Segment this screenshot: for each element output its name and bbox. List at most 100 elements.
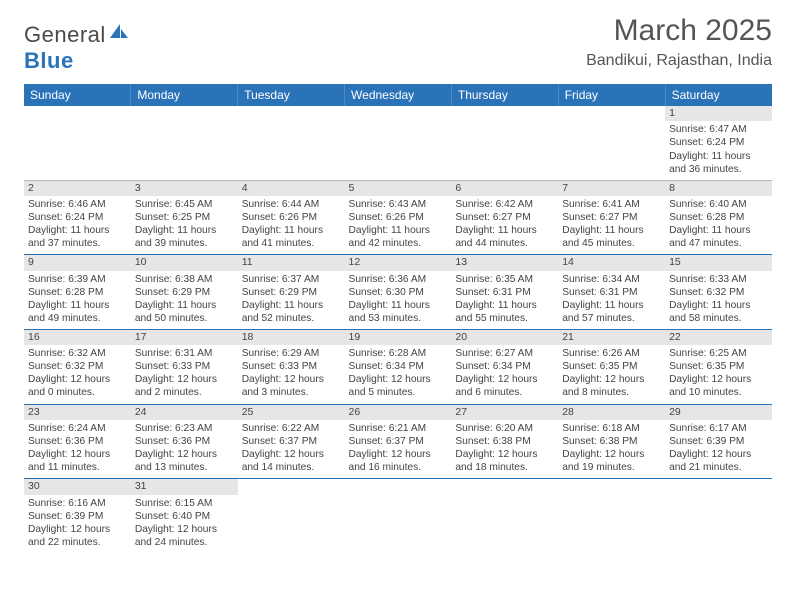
sunrise-line: Sunrise: 6:33 AM (669, 273, 768, 286)
calendar-table: SundayMondayTuesdayWednesdayThursdayFrid… (24, 84, 772, 553)
calendar-day: 20Sunrise: 6:27 AMSunset: 6:34 PMDayligh… (451, 329, 558, 404)
sunset-line: Sunset: 6:32 PM (669, 286, 768, 299)
day-number: 17 (131, 330, 238, 345)
calendar-day: 7Sunrise: 6:41 AMSunset: 6:27 PMDaylight… (558, 180, 665, 255)
calendar-day (345, 106, 452, 180)
calendar-day: 23Sunrise: 6:24 AMSunset: 6:36 PMDayligh… (24, 404, 131, 479)
daylight-line: Daylight: 12 hours and 13 minutes. (135, 448, 234, 474)
sunset-line: Sunset: 6:30 PM (349, 286, 448, 299)
daylight-line: Daylight: 11 hours and 36 minutes. (669, 150, 768, 176)
sunrise-line: Sunrise: 6:45 AM (135, 198, 234, 211)
sunrise-line: Sunrise: 6:17 AM (669, 422, 768, 435)
sunrise-line: Sunrise: 6:15 AM (135, 497, 234, 510)
day-number: 10 (131, 255, 238, 270)
weekday-header-row: SundayMondayTuesdayWednesdayThursdayFrid… (24, 84, 772, 106)
sunset-line: Sunset: 6:40 PM (135, 510, 234, 523)
calendar-day (451, 106, 558, 180)
weekday-header: Tuesday (238, 84, 345, 106)
page-subtitle: Bandikui, Rajasthan, India (586, 52, 772, 70)
calendar-day: 11Sunrise: 6:37 AMSunset: 6:29 PMDayligh… (238, 255, 345, 330)
sunrise-line: Sunrise: 6:20 AM (455, 422, 554, 435)
day-number: 1 (665, 106, 772, 121)
daylight-line: Daylight: 12 hours and 3 minutes. (242, 373, 341, 399)
calendar-day: 28Sunrise: 6:18 AMSunset: 6:38 PMDayligh… (558, 404, 665, 479)
sunset-line: Sunset: 6:37 PM (242, 435, 341, 448)
day-number: 23 (24, 405, 131, 420)
daylight-line: Daylight: 12 hours and 14 minutes. (242, 448, 341, 474)
sunset-line: Sunset: 6:28 PM (669, 211, 768, 224)
calendar-week: 1Sunrise: 6:47 AMSunset: 6:24 PMDaylight… (24, 106, 772, 180)
calendar-day: 15Sunrise: 6:33 AMSunset: 6:32 PMDayligh… (665, 255, 772, 330)
day-number: 6 (451, 181, 558, 196)
daylight-line: Daylight: 12 hours and 19 minutes. (562, 448, 661, 474)
daylight-line: Daylight: 11 hours and 52 minutes. (242, 299, 341, 325)
calendar-day: 17Sunrise: 6:31 AMSunset: 6:33 PMDayligh… (131, 329, 238, 404)
sunset-line: Sunset: 6:33 PM (135, 360, 234, 373)
sunrise-line: Sunrise: 6:44 AM (242, 198, 341, 211)
day-number: 26 (345, 405, 452, 420)
page-title: March 2025 (614, 14, 772, 48)
sunrise-line: Sunrise: 6:37 AM (242, 273, 341, 286)
sunrise-line: Sunrise: 6:25 AM (669, 347, 768, 360)
brand-logo: GeneralBlue (24, 20, 130, 74)
sunset-line: Sunset: 6:39 PM (669, 435, 768, 448)
sunrise-line: Sunrise: 6:35 AM (455, 273, 554, 286)
weekday-header: Friday (558, 84, 665, 106)
sunset-line: Sunset: 6:31 PM (455, 286, 554, 299)
sunrise-line: Sunrise: 6:34 AM (562, 273, 661, 286)
sunset-line: Sunset: 6:31 PM (562, 286, 661, 299)
calendar-week: 23Sunrise: 6:24 AMSunset: 6:36 PMDayligh… (24, 404, 772, 479)
daylight-line: Daylight: 11 hours and 39 minutes. (135, 224, 234, 250)
calendar-day: 24 Sunrise: 6:23 AMSunset: 6:36 PMDayligh… (131, 404, 238, 479)
daylight-line: Daylight: 12 hours and 22 minutes. (28, 523, 127, 549)
day-number: 27 (451, 405, 558, 420)
sunrise-line: Sunrise: 6:28 AM (349, 347, 448, 360)
calendar-day: 18Sunrise: 6:29 AMSunset: 6:33 PMDayligh… (238, 329, 345, 404)
sunrise-line: Sunrise: 6:43 AM (349, 198, 448, 211)
calendar-day: 2Sunrise: 6:46 AMSunset: 6:24 PMDaylight… (24, 180, 131, 255)
sunset-line: Sunset: 6:26 PM (242, 211, 341, 224)
calendar-week: 30Sunrise: 6:16 AMSunset: 6:39 PMDayligh… (24, 479, 772, 553)
calendar-day: 6Sunrise: 6:42 AMSunset: 6:27 PMDaylight… (451, 180, 558, 255)
day-number: 16 (24, 330, 131, 345)
day-number: 14 (558, 255, 665, 270)
daylight-line: Daylight: 11 hours and 45 minutes. (562, 224, 661, 250)
day-number: 15 (665, 255, 772, 270)
calendar-day (558, 106, 665, 180)
sunrise-line: Sunrise: 6:27 AM (455, 347, 554, 360)
day-number: 3 (131, 181, 238, 196)
sunset-line: Sunset: 6:38 PM (562, 435, 661, 448)
calendar-day: 26Sunrise: 6:21 AMSunset: 6:37 PMDayligh… (345, 404, 452, 479)
sunset-line: Sunset: 6:26 PM (349, 211, 448, 224)
sunset-line: Sunset: 6:35 PM (562, 360, 661, 373)
sunrise-line: Sunrise: 6:32 AM (28, 347, 127, 360)
sunset-line: Sunset: 6:36 PM (135, 435, 234, 448)
calendar-day: 25Sunrise: 6:22 AMSunset: 6:37 PMDayligh… (238, 404, 345, 479)
brand-part2: Blue (24, 48, 74, 73)
calendar-day: 1Sunrise: 6:47 AMSunset: 6:24 PMDaylight… (665, 106, 772, 180)
sunset-line: Sunset: 6:24 PM (28, 211, 127, 224)
daylight-line: Daylight: 12 hours and 5 minutes. (349, 373, 448, 399)
calendar-day: 13Sunrise: 6:35 AMSunset: 6:31 PMDayligh… (451, 255, 558, 330)
sunset-line: Sunset: 6:24 PM (669, 136, 768, 149)
sunrise-line: Sunrise: 6:31 AM (135, 347, 234, 360)
daylight-line: Daylight: 12 hours and 8 minutes. (562, 373, 661, 399)
day-number: 22 (665, 330, 772, 345)
calendar-day: 31Sunrise: 6:15 AMSunset: 6:40 PMDayligh… (131, 479, 238, 553)
calendar-day: 29Sunrise: 6:17 AMSunset: 6:39 PMDayligh… (665, 404, 772, 479)
calendar-day (238, 106, 345, 180)
calendar-day: 30Sunrise: 6:16 AMSunset: 6:39 PMDayligh… (24, 479, 131, 553)
sunrise-line: Sunrise: 6:29 AM (242, 347, 341, 360)
day-number: 24 (131, 405, 238, 420)
calendar-day: 12Sunrise: 6:36 AMSunset: 6:30 PMDayligh… (345, 255, 452, 330)
calendar-day (345, 479, 452, 553)
sunrise-line: Sunrise: 6:40 AM (669, 198, 768, 211)
sunrise-line: Sunrise: 6:38 AM (135, 273, 234, 286)
sunrise-line: Sunrise: 6:23 AM (135, 422, 234, 435)
calendar-day: 19Sunrise: 6:28 AMSunset: 6:34 PMDayligh… (345, 329, 452, 404)
sunrise-line: Sunrise: 6:46 AM (28, 198, 127, 211)
daylight-line: Daylight: 12 hours and 24 minutes. (135, 523, 234, 549)
daylight-line: Daylight: 11 hours and 42 minutes. (349, 224, 448, 250)
sunset-line: Sunset: 6:39 PM (28, 510, 127, 523)
daylight-line: Daylight: 12 hours and 0 minutes. (28, 373, 127, 399)
